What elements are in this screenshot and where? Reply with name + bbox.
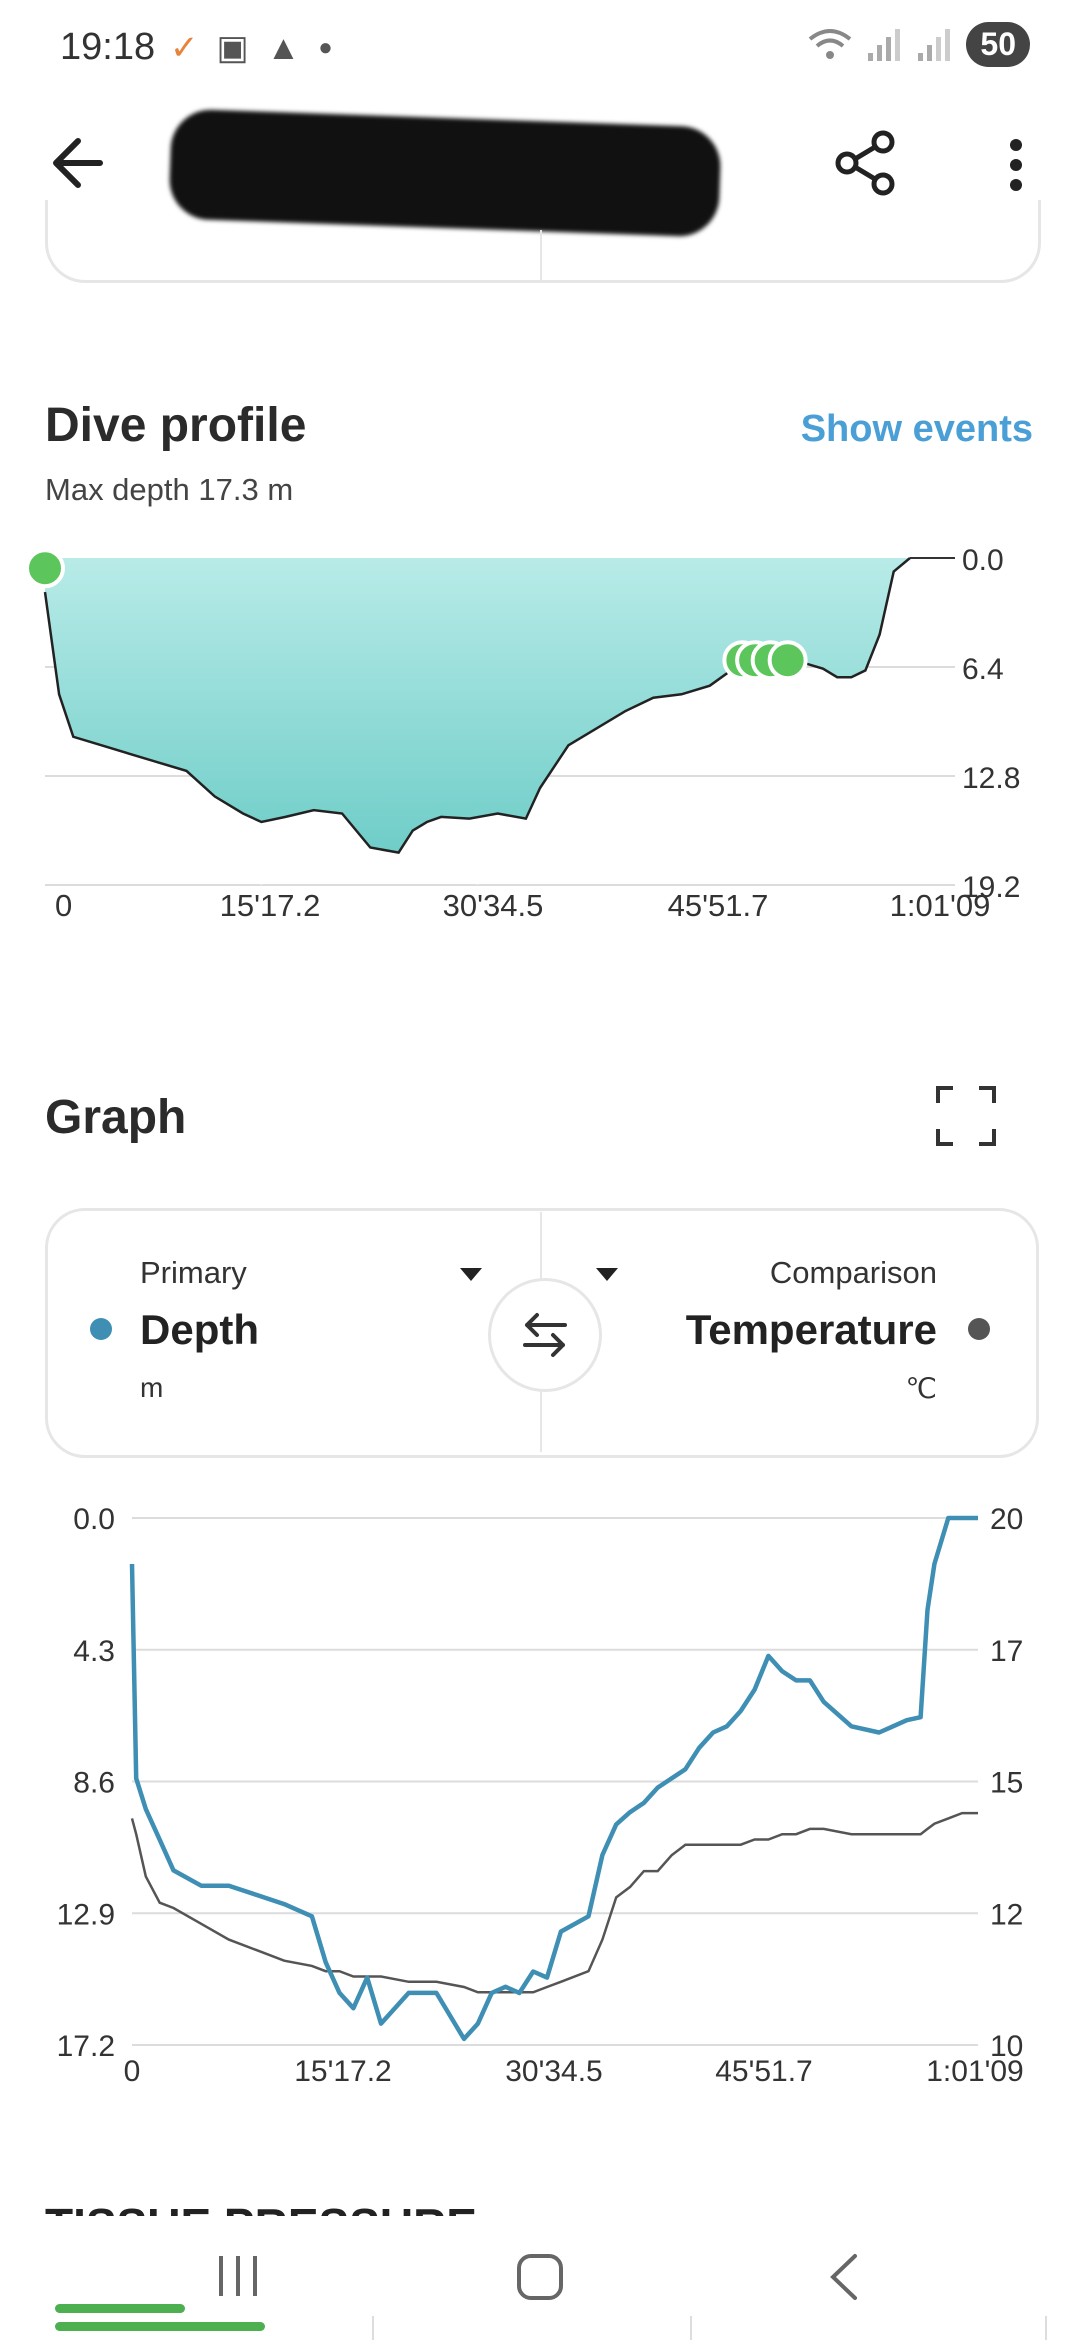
comparison-series-name[interactable]: Temperature xyxy=(685,1306,937,1353)
home-icon[interactable] xyxy=(515,2252,565,2302)
profile-y-tick: 6.4 xyxy=(962,653,1004,686)
more-options-icon[interactable] xyxy=(1006,138,1026,192)
graph-y-left-tick: 0.0 xyxy=(73,1503,115,1536)
graph-x-tick: 30'34.5 xyxy=(505,2055,603,2088)
profile-y-tick: 0.0 xyxy=(962,544,1004,577)
profile-y-tick: 12.8 xyxy=(962,762,1020,795)
summary-card-bottom xyxy=(45,200,1041,283)
screenshot-icon: ▣ xyxy=(216,29,249,67)
status-time: 19:18 xyxy=(60,26,156,68)
show-events-link[interactable]: Show events xyxy=(800,408,1033,450)
primary-color-dot xyxy=(90,1318,112,1340)
graph-x-tick: 1:01'09 xyxy=(926,2055,1024,2088)
status-system-icons: 50 xyxy=(808,22,1030,67)
event-marker[interactable] xyxy=(25,548,65,589)
back-arrow-icon[interactable] xyxy=(50,135,110,191)
swap-arrows-icon xyxy=(523,1313,567,1357)
max-depth-label: Max depth 17.3 m xyxy=(45,472,294,507)
graph-y-right-tick: 17 xyxy=(990,1635,1023,1668)
graph-y-left-tick: 4.3 xyxy=(73,1635,115,1668)
graph-x-tick: 45'51.7 xyxy=(715,2055,813,2088)
profile-area xyxy=(45,558,910,853)
graph-y-left-tick: 17.2 xyxy=(57,2030,115,2063)
back-nav-icon[interactable] xyxy=(825,2252,861,2302)
bottom-divider-2 xyxy=(690,2316,692,2340)
graph-y-left-tick: 12.9 xyxy=(57,1898,115,1931)
profile-x-tick: 30'34.5 xyxy=(442,888,544,923)
primary-series-name[interactable]: Depth xyxy=(140,1306,259,1353)
profile-x-tick: 0 xyxy=(55,888,73,923)
graph-y-right-tick: 15 xyxy=(990,1767,1023,1800)
profile-outline xyxy=(43,557,911,854)
profile-x-axis: 0 15'17.2 30'34.5 45'51.7 1:01'09 xyxy=(0,888,1080,928)
graph-x-tick: 0 xyxy=(124,2055,141,2088)
page-indicator-2 xyxy=(55,2322,265,2331)
warning-triangle-icon: ▲ xyxy=(266,28,301,67)
page-indicator-1 xyxy=(55,2304,185,2313)
fullscreen-icon[interactable] xyxy=(935,1085,997,1147)
graph-y-right-tick: 20 xyxy=(990,1503,1023,1536)
dot-icon: ● xyxy=(318,34,333,61)
event-marker[interactable] xyxy=(767,640,808,681)
status-notification-icons: ✓ ▣ ▲ ● xyxy=(170,28,333,68)
depth-series-line xyxy=(129,1515,978,2042)
card-divider xyxy=(540,230,542,280)
comparison-unit: ℃ xyxy=(905,1373,937,1404)
battery-badge: 50 xyxy=(966,22,1030,67)
profile-x-tick: 15'17.2 xyxy=(219,888,321,923)
graph-y-right-tick: 12 xyxy=(990,1898,1023,1931)
graph-y-right-tick: 10 xyxy=(990,2030,1023,2063)
recent-apps-icon[interactable] xyxy=(215,2254,261,2298)
comparison-caption: Comparison xyxy=(769,1255,937,1290)
graph-x-tick: 15'17.2 xyxy=(294,2055,392,2088)
graph-title: Graph xyxy=(45,1091,187,1144)
comparison-dropdown-icon[interactable] xyxy=(596,1268,618,1282)
primary-unit: m xyxy=(140,1372,164,1403)
depth-temperature-chart: 0.0 4.3 8.6 12.9 17.2 20 17 15 12 10 0 15'17.2 30'… xyxy=(57,1503,1024,2088)
signal-icon xyxy=(868,28,901,61)
comparison-color-dot xyxy=(968,1318,990,1340)
swap-series-button[interactable] xyxy=(488,1278,602,1392)
share-icon[interactable] xyxy=(835,130,897,196)
android-nav-bar xyxy=(0,2216,1080,2340)
graph-y-left-tick: 8.6 xyxy=(73,1767,115,1800)
dive-profile-title: Dive profile xyxy=(45,399,307,452)
profile-x-tick: 45'51.7 xyxy=(667,888,769,923)
signal-icon-2 xyxy=(918,28,951,61)
bottom-divider-3 xyxy=(1045,2316,1047,2340)
bottom-divider-1 xyxy=(372,2316,374,2340)
profile-x-tick: 1:01'09 xyxy=(889,888,991,923)
dive-profile-chart: 0.0 6.4 12.8 19.2 xyxy=(25,544,1020,904)
primary-dropdown-icon[interactable] xyxy=(460,1268,482,1282)
temperature-series-line xyxy=(130,1811,978,1994)
wifi-icon xyxy=(809,28,852,59)
primary-caption: Primary xyxy=(140,1255,247,1290)
app-notification-icon: ✓ xyxy=(170,29,199,67)
profile-y-tick: 19.2 xyxy=(962,871,1020,904)
